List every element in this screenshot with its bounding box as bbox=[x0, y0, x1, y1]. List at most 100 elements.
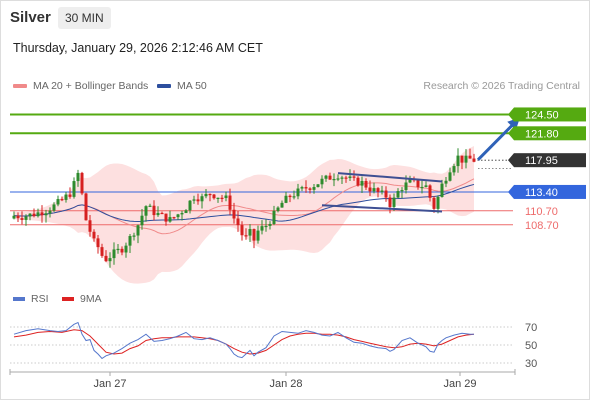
candle-body bbox=[344, 177, 348, 179]
candle bbox=[456, 148, 460, 173]
candle-body bbox=[228, 195, 232, 210]
candle bbox=[24, 214, 28, 226]
candle bbox=[284, 191, 288, 204]
candle bbox=[344, 175, 348, 183]
candle-body bbox=[148, 205, 152, 207]
candle bbox=[132, 232, 136, 241]
candle-body bbox=[92, 231, 96, 239]
candle-body bbox=[408, 179, 412, 183]
candle bbox=[336, 174, 340, 182]
level-label-bg bbox=[514, 153, 586, 168]
candle-body bbox=[248, 229, 252, 236]
candle-body bbox=[436, 196, 440, 209]
candle-body bbox=[20, 218, 24, 220]
candle bbox=[376, 187, 380, 198]
candle bbox=[148, 203, 152, 207]
ma50-swatch bbox=[157, 84, 171, 88]
candle bbox=[384, 186, 388, 202]
level-label-pointer bbox=[508, 153, 514, 168]
candle bbox=[244, 228, 248, 240]
candle bbox=[160, 211, 164, 215]
candle bbox=[112, 242, 116, 265]
interval-badge[interactable]: 30 MIN bbox=[58, 7, 111, 29]
candle-body bbox=[448, 172, 452, 181]
candle bbox=[396, 188, 400, 199]
candle bbox=[180, 210, 184, 221]
candle-body bbox=[372, 188, 376, 192]
candle-body bbox=[216, 197, 220, 199]
candle-body bbox=[120, 248, 124, 253]
candle bbox=[204, 189, 208, 199]
level-label-bg bbox=[514, 184, 586, 199]
x-tick-label: Jan 28 bbox=[269, 378, 302, 390]
candle-body bbox=[384, 190, 388, 198]
candle-body bbox=[268, 223, 272, 226]
x-tick-label: Jan 29 bbox=[443, 378, 476, 390]
candle-body bbox=[468, 155, 472, 159]
candle bbox=[100, 243, 104, 258]
candle-body bbox=[32, 213, 36, 217]
candle bbox=[48, 207, 52, 218]
candle-body bbox=[404, 182, 408, 191]
candle-body bbox=[432, 197, 436, 209]
candle bbox=[200, 193, 204, 209]
candle-body bbox=[80, 172, 84, 194]
candle bbox=[196, 193, 200, 205]
candle bbox=[84, 192, 88, 221]
candle bbox=[56, 195, 60, 207]
candle bbox=[192, 195, 196, 204]
candle-body bbox=[176, 214, 180, 218]
bollinger-band bbox=[14, 146, 474, 284]
candle bbox=[68, 187, 72, 199]
candle-body bbox=[364, 180, 368, 188]
candle-body bbox=[304, 187, 308, 189]
candle-body bbox=[128, 236, 132, 246]
candle bbox=[156, 206, 160, 217]
candle bbox=[304, 180, 308, 193]
candle bbox=[124, 242, 128, 258]
candle-body bbox=[464, 155, 468, 163]
instrument-name: Silver bbox=[10, 9, 51, 26]
candle-body bbox=[324, 175, 328, 179]
candle-body bbox=[196, 199, 200, 202]
legend-ma20: MA 20 + Bollinger Bands bbox=[13, 80, 148, 92]
candle-body bbox=[340, 177, 344, 179]
candle bbox=[104, 250, 108, 263]
candle bbox=[80, 171, 84, 196]
candle bbox=[20, 211, 24, 225]
candle-body bbox=[52, 204, 56, 211]
candle bbox=[316, 184, 320, 188]
candle-body bbox=[348, 176, 352, 179]
candle-body bbox=[252, 229, 256, 241]
candle-body bbox=[428, 185, 432, 198]
candle-body bbox=[472, 158, 476, 162]
level-label-117.95: 117.95 bbox=[525, 155, 558, 167]
candle-body bbox=[124, 245, 128, 253]
candle bbox=[164, 213, 168, 226]
rsi-swatch bbox=[13, 297, 25, 301]
candle-body bbox=[264, 225, 268, 228]
rsi-tick-50: 50 bbox=[525, 340, 537, 352]
candle-body bbox=[172, 217, 176, 219]
candle bbox=[268, 221, 272, 230]
legend-rsi: RSI bbox=[13, 293, 49, 305]
candle-body bbox=[68, 194, 72, 197]
candle bbox=[360, 176, 364, 194]
candle bbox=[172, 216, 176, 220]
candle-body bbox=[352, 176, 356, 178]
candle-body bbox=[292, 196, 296, 198]
level-label-pointer bbox=[508, 184, 514, 199]
candle bbox=[236, 211, 240, 232]
candle-body bbox=[152, 205, 156, 216]
candle-body bbox=[36, 212, 40, 217]
candle-body bbox=[368, 187, 372, 192]
candle bbox=[420, 179, 424, 194]
candle bbox=[260, 220, 264, 235]
candle-body bbox=[356, 177, 360, 186]
rsi-ma-swatch bbox=[62, 297, 74, 301]
candle-body bbox=[420, 186, 424, 189]
candle-body bbox=[164, 213, 168, 222]
candle-body bbox=[260, 226, 264, 231]
candle-body bbox=[184, 210, 188, 214]
